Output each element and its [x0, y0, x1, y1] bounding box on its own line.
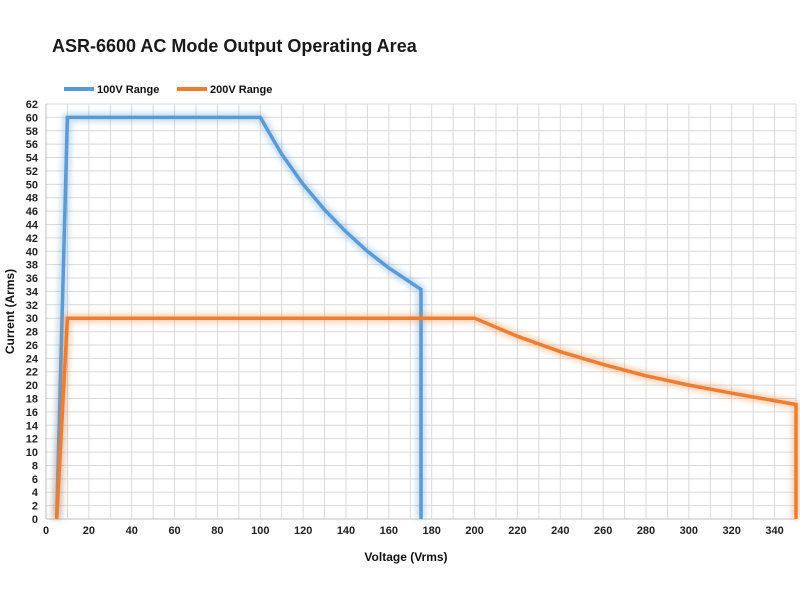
x-tick-label: 140: [337, 525, 355, 537]
y-tick-label: 20: [26, 380, 38, 392]
x-tick-label: 280: [637, 525, 655, 537]
y-tick-label: 24: [26, 353, 39, 365]
x-tick-label: 100: [251, 525, 269, 537]
legend: 100V Range 200V Range: [64, 84, 272, 96]
x-tick-label: 20: [83, 525, 95, 537]
y-tick-label: 58: [26, 126, 38, 138]
y-tick-label: 22: [26, 367, 38, 379]
y-tick-label: 60: [26, 112, 38, 124]
y-tick-label: 2: [32, 501, 38, 513]
y-tick-label: 56: [26, 139, 38, 151]
series-lines: [52, 112, 800, 520]
x-tick-label: 80: [211, 525, 223, 537]
x-tick-label: 240: [551, 525, 569, 537]
series-line-2: [54, 316, 798, 520]
y-tick-label: 62: [26, 99, 38, 111]
x-tick-label: 200: [465, 525, 483, 537]
chart-title: ASR-6600 AC Mode Output Operating Area: [52, 36, 417, 56]
y-tick-label: 4: [32, 487, 39, 499]
y-tick-label: 28: [26, 327, 38, 339]
series-glow-2: [52, 313, 800, 520]
x-tick-label: 0: [43, 525, 49, 537]
y-tick-label: 10: [26, 447, 38, 459]
x-axis-title: Voltage (Vrms): [364, 550, 447, 564]
axes: 0 20 40 60 80 100 120 140 160 180 200 220 240 260 280 3…: [3, 99, 796, 564]
x-tick-label: 60: [168, 525, 180, 537]
y-tick-label: 44: [26, 219, 39, 231]
y-tick-label: 32: [26, 300, 38, 312]
x-tick-label: 120: [294, 525, 312, 537]
y-tick-label: 54: [26, 153, 39, 165]
x-tick-label: 40: [126, 525, 138, 537]
y-tick-label: 0: [32, 514, 38, 526]
y-tick-label: 36: [26, 273, 38, 285]
y-tick-label: 40: [26, 246, 38, 258]
y-axis-title: Current (Arms): [3, 269, 17, 354]
y-tick-label: 6: [32, 474, 38, 486]
x-tick-label: 340: [765, 525, 783, 537]
series-line-1: [54, 115, 423, 520]
y-tick-label: 42: [26, 233, 38, 245]
y-tick-label: 16: [26, 407, 38, 419]
y-tick-label: 34: [26, 286, 39, 298]
x-tick-label: 300: [680, 525, 698, 537]
y-tick-label: 38: [26, 260, 38, 272]
x-tick-label: 160: [380, 525, 398, 537]
grid-lines: [46, 103, 797, 519]
y-tick-label: 50: [26, 179, 38, 191]
y-tick-label: 26: [26, 340, 38, 352]
y-tick-label: 8: [32, 460, 38, 472]
legend-label-2: 200V Range: [210, 84, 272, 96]
y-tick-label: 30: [26, 313, 38, 325]
y-tick-label: 52: [26, 166, 38, 178]
y-tick-label: 12: [26, 434, 38, 446]
y-tick-label: 14: [26, 420, 39, 432]
x-tick-label: 260: [594, 525, 612, 537]
y-tick-label: 48: [26, 193, 38, 205]
x-tick-label: 320: [723, 525, 741, 537]
x-tick-label: 180: [423, 525, 441, 537]
x-tick-label: 220: [508, 525, 526, 537]
legend-label-1: 100V Range: [97, 84, 159, 96]
y-tick-label: 18: [26, 394, 38, 406]
y-tick-label: 46: [26, 206, 38, 218]
